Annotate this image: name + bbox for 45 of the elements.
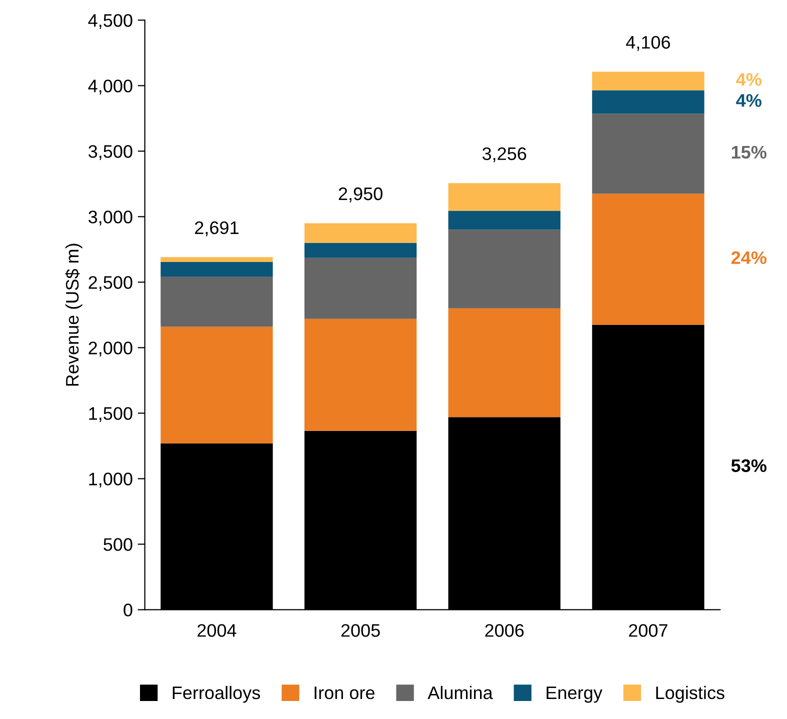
- y-tick-label: 3,000: [88, 210, 132, 226]
- bar: [592, 194, 704, 325]
- bar: [160, 276, 273, 327]
- legend-label: Iron ore: [314, 686, 374, 700]
- bar: [160, 262, 273, 277]
- total-label: 4,106: [626, 36, 670, 51]
- y-tick-label: 4,000: [88, 80, 132, 94]
- bar: [160, 257, 273, 262]
- total-label: 2,950: [338, 187, 382, 202]
- text: 15%: [732, 146, 766, 159]
- legend-label: Logistics: [656, 686, 724, 703]
- bar: [448, 210, 560, 230]
- x-tick-label: 2007: [629, 624, 668, 637]
- text: 53%: [731, 459, 766, 472]
- bar: [448, 308, 560, 418]
- text: 4%: [736, 94, 762, 107]
- x-tick-label: 2005: [341, 624, 380, 637]
- legend-label: Ferroalloys: [172, 686, 260, 703]
- total-label: 3,256: [482, 147, 526, 162]
- x-tick-label: 2004: [198, 624, 236, 637]
- bar: [304, 318, 417, 431]
- total-label: 2,691: [195, 221, 238, 236]
- bar: [448, 230, 560, 308]
- bar: [592, 72, 704, 90]
- y-axis-title: Revenue (US$ m): [65, 244, 82, 386]
- text: 4%: [736, 73, 762, 86]
- x-tick-label: 2006: [485, 624, 524, 637]
- y-tick-label: 4,500: [88, 14, 132, 29]
- bar: [592, 114, 704, 194]
- y-tick-label: 0: [124, 604, 132, 616]
- bar: [448, 183, 560, 211]
- bar: [304, 242, 417, 258]
- y-tick-label: 3,500: [88, 145, 132, 160]
- bar: [160, 326, 273, 444]
- text: 24%: [731, 251, 766, 264]
- y-tick-label: 2,500: [88, 276, 132, 292]
- y-tick-label: 1,500: [89, 407, 132, 422]
- legend-label: Energy: [546, 686, 602, 703]
- bar: [304, 223, 417, 243]
- legend-label: Alumina: [428, 686, 493, 700]
- bar: [592, 90, 704, 114]
- y-tick-label: 2,000: [88, 342, 132, 357]
- y-tick-label: 500: [104, 538, 132, 551]
- bar: [304, 258, 417, 319]
- y-tick-label: 1,000: [89, 472, 132, 488]
